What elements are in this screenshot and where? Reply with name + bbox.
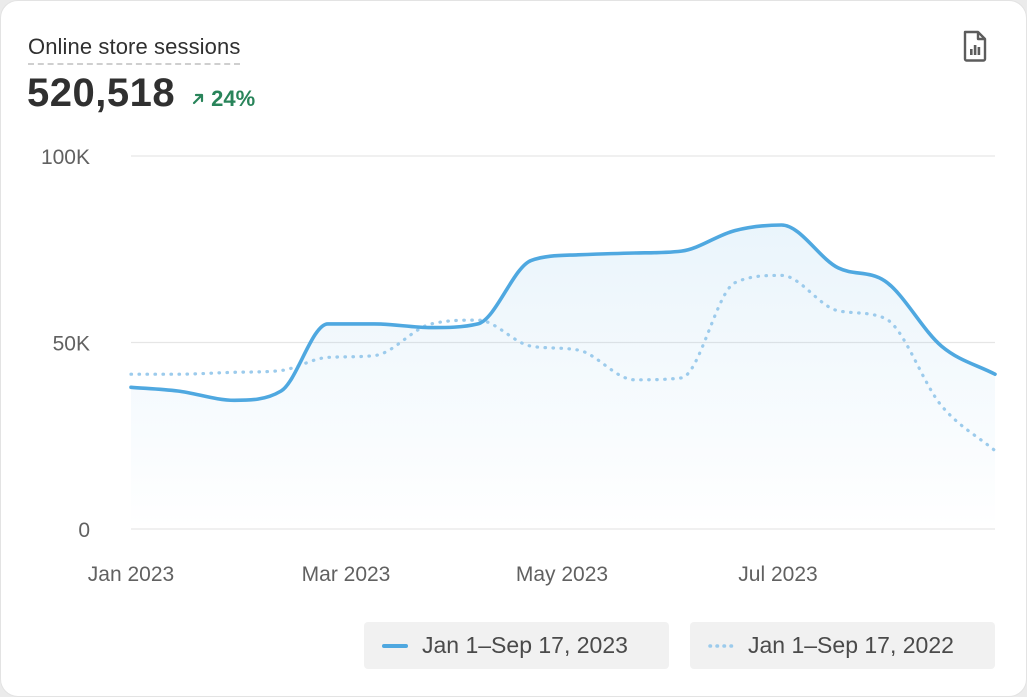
legend-label-current: Jan 1–Sep 17, 2023 bbox=[422, 632, 628, 658]
delta-value: 24% bbox=[211, 86, 256, 111]
x-tick-label: May 2023 bbox=[516, 563, 608, 586]
metric-summary: 520,518 24% bbox=[27, 71, 255, 116]
series-line-2023 bbox=[129, 223, 997, 403]
legend-item-previous[interactable]: Jan 1–Sep 17, 2022 bbox=[690, 622, 995, 669]
y-tick-label: 50K bbox=[53, 333, 90, 356]
sessions-chart: 0 50K 100K Jan 2023 Mar 2023 May 2023 Jul 202… bbox=[1, 1, 1026, 601]
y-tick-label: 0 bbox=[78, 519, 90, 542]
metric-value: 520,518 bbox=[27, 71, 176, 115]
legend-item-current[interactable]: Jan 1–Sep 17, 2023 bbox=[364, 622, 669, 669]
card-title[interactable]: Online store sessions bbox=[28, 34, 241, 65]
y-tick-label: 100K bbox=[41, 146, 90, 169]
legend-solid-line-icon bbox=[382, 643, 408, 648]
delta-badge: 24% bbox=[191, 86, 255, 112]
series-line-2022 bbox=[129, 273, 997, 453]
arrow-up-right-icon bbox=[192, 93, 204, 105]
legend-dotted-line-icon bbox=[708, 643, 734, 648]
chart-canvas: 0 50K 100K Jan 2023 Mar 2023 May 2023 Jul 202… bbox=[41, 146, 997, 586]
report-document-icon bbox=[963, 30, 987, 62]
view-report-button[interactable] bbox=[958, 29, 992, 63]
x-tick-label: Mar 2023 bbox=[302, 563, 391, 586]
series-area-current bbox=[131, 225, 995, 529]
x-tick-label: Jul 2023 bbox=[738, 563, 817, 586]
legend-label-previous: Jan 1–Sep 17, 2022 bbox=[748, 632, 954, 658]
x-tick-label: Jan 2023 bbox=[88, 563, 174, 586]
